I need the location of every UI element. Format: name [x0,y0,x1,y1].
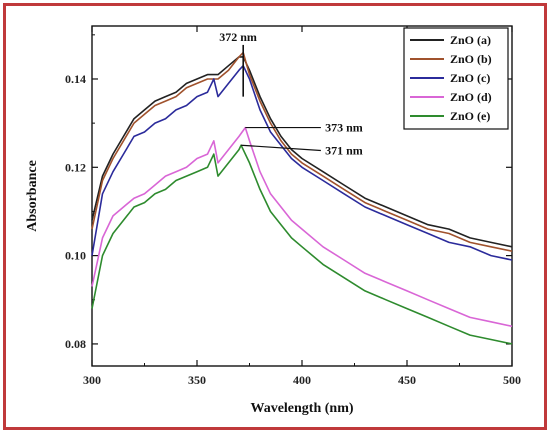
annotation-371nm: 371 nm [325,144,363,158]
legend-label-e: ZnO (e) [450,109,490,123]
x-axis-title: Wavelength (nm) [250,401,353,416]
series-line-d [91,126,513,328]
x-tick-label-400: 400 [293,373,311,387]
legend-label-d: ZnO (d) [450,90,492,104]
y-tick-label-3: 0.14 [65,72,86,86]
leader-371 [241,144,321,152]
series-line-b [91,51,513,252]
legend-label-a: ZnO (a) [450,33,491,47]
x-tick-label-350: 350 [188,373,206,387]
y-tick-label-2: 0.12 [65,160,86,174]
legend-label-b: ZnO (b) [450,52,492,66]
x-tick-label-450: 450 [398,373,416,387]
x-tick-label-500: 500 [503,373,521,387]
annotation-372nm: 372 nm [219,30,257,44]
y-tick-label-0: 0.08 [65,337,86,351]
y-axis-title: Absorbance [25,160,40,232]
legend-label-c: ZnO (c) [450,71,490,85]
annotation-373nm: 373 nm [325,121,363,135]
series-line-e [91,144,513,345]
x-tick-label-300: 300 [83,373,101,387]
y-tick-label-1: 0.10 [65,249,86,263]
